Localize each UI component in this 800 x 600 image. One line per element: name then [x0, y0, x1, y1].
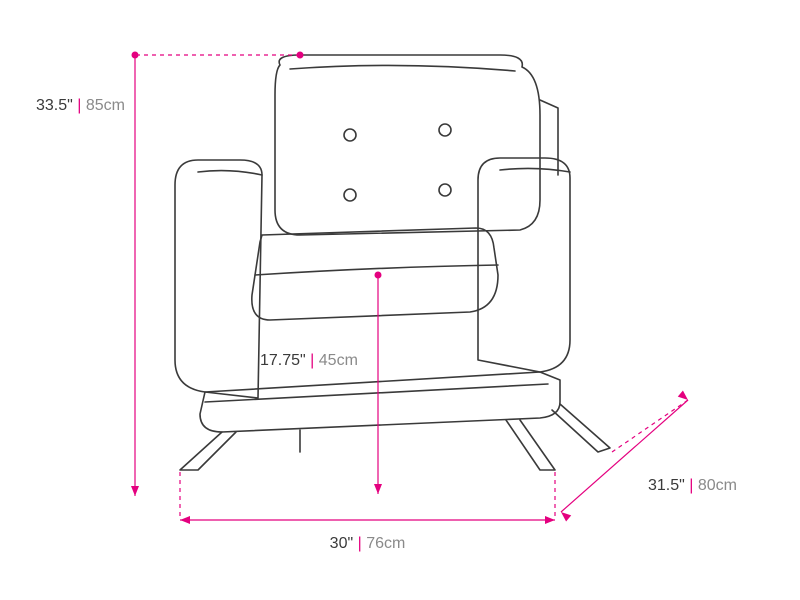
label-depth: 31.5" | 80cm — [648, 477, 737, 494]
dimension-seat-height — [374, 272, 382, 495]
svg-text:31.5" | 80cm: 31.5" | 80cm — [648, 477, 737, 494]
svg-text:17.75" | 45cm: 17.75" | 45cm — [260, 352, 358, 369]
label-height: 33.5" | 85cm — [36, 97, 125, 114]
label-width: 30" | 76cm — [330, 535, 406, 552]
svg-text:33.5" | 85cm: 33.5" | 85cm — [36, 97, 125, 114]
label-seat-height: 17.75" | 45cm — [260, 352, 358, 369]
chair-outline — [175, 55, 610, 470]
dimension-width — [180, 472, 555, 524]
dimension-depth — [561, 391, 688, 522]
svg-text:30" | 76cm: 30" | 76cm — [330, 535, 406, 552]
